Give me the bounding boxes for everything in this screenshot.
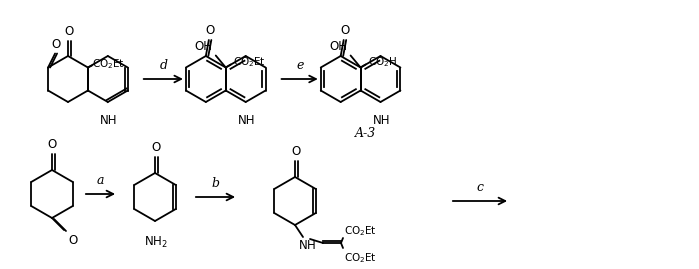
Text: OH: OH — [330, 41, 347, 54]
Text: O: O — [206, 24, 215, 37]
Text: O: O — [340, 24, 350, 37]
Text: CO$_2$H: CO$_2$H — [368, 56, 397, 69]
Text: H: H — [307, 239, 315, 252]
Text: N: N — [298, 239, 308, 252]
Text: O: O — [52, 37, 61, 51]
Text: c: c — [477, 181, 484, 194]
Text: CO$_2$Et: CO$_2$Et — [92, 58, 125, 71]
Text: OH: OH — [195, 41, 212, 54]
Text: d: d — [159, 59, 167, 72]
Text: e: e — [296, 59, 303, 72]
Text: NH: NH — [373, 114, 390, 127]
Text: A-3: A-3 — [355, 127, 376, 140]
Text: CO$_2$Et: CO$_2$Et — [344, 251, 377, 265]
Text: O: O — [68, 234, 78, 247]
Text: O: O — [152, 141, 161, 154]
Text: NH$_2$: NH$_2$ — [144, 235, 168, 250]
Text: O: O — [48, 138, 57, 151]
Text: NH: NH — [100, 114, 117, 127]
Text: CO$_2$Et: CO$_2$Et — [233, 56, 266, 69]
Text: CO$_2$Et: CO$_2$Et — [344, 224, 377, 238]
Text: NH: NH — [238, 114, 255, 127]
Text: a: a — [96, 174, 104, 187]
Text: O: O — [291, 145, 301, 158]
Text: b: b — [212, 177, 219, 190]
Text: O: O — [64, 25, 73, 38]
